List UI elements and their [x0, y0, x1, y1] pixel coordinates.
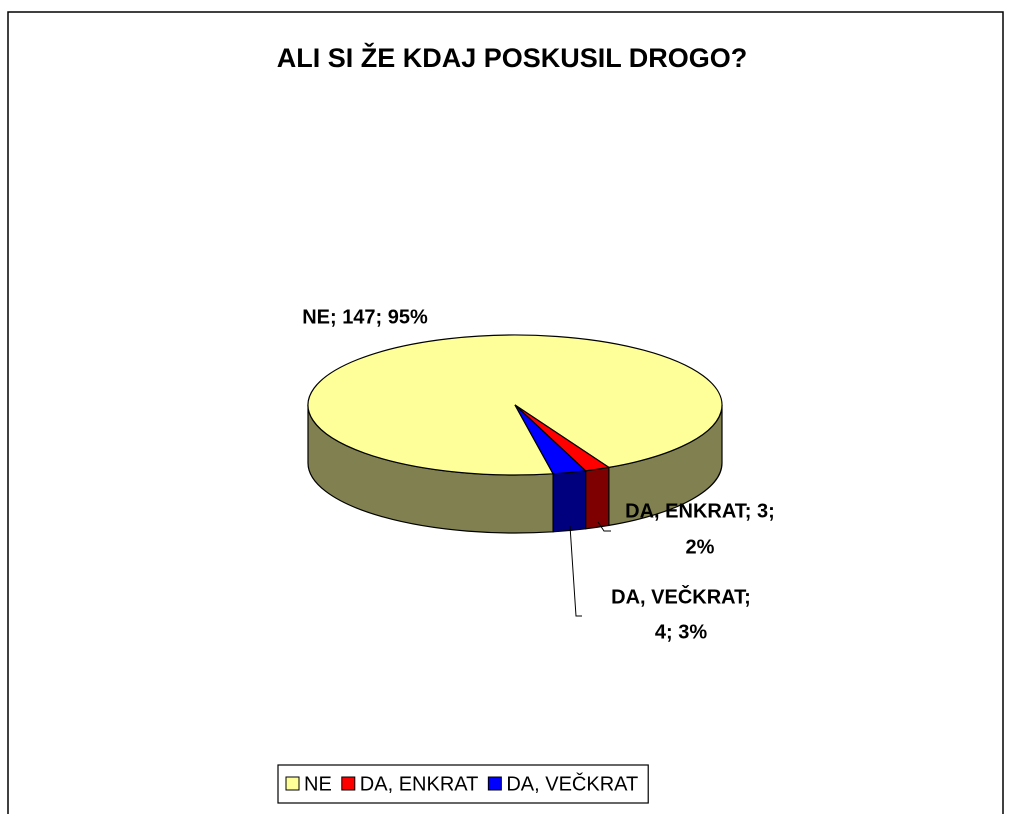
data-label: DA, ENKRAT; 3; — [625, 500, 775, 522]
legend-label: NE — [304, 773, 332, 795]
slice-side — [552, 470, 587, 533]
slice-side — [585, 466, 610, 530]
chart-frame — [7, 11, 1004, 814]
data-label: DA, VEČKRAT; — [611, 584, 751, 608]
data-label: 4; 3% — [655, 621, 707, 643]
legend-label: DA, VEČKRAT — [506, 772, 638, 795]
data-label: 2% — [686, 536, 715, 558]
leader-line — [597, 521, 611, 532]
legend-swatch — [487, 776, 502, 791]
legend-label: DA, ENKRAT — [360, 773, 479, 795]
slice — [514, 404, 587, 475]
legend — [277, 764, 649, 804]
legend-swatch — [285, 776, 300, 791]
legend-swatch — [341, 776, 356, 791]
data-label: NE; 147; 95% — [302, 306, 428, 328]
chart-title: ALI SI ŽE KDAJ POSKUSIL DROGO? — [277, 42, 748, 73]
leader-line — [569, 525, 582, 617]
